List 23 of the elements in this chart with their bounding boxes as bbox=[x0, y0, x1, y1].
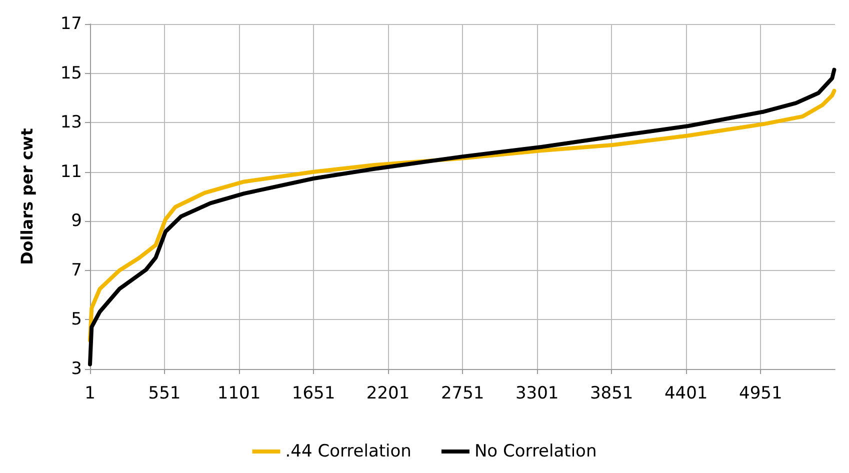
x-tick-label: 1651 bbox=[292, 384, 336, 404]
y-tick-label: 7 bbox=[71, 260, 82, 280]
legend-label: No Correlation bbox=[474, 442, 597, 462]
y-tick-label: 9 bbox=[71, 211, 82, 232]
x-tick-label: 551 bbox=[148, 384, 181, 404]
x-tick-label: 1 bbox=[84, 384, 96, 404]
x-tick-label: 3851 bbox=[590, 384, 634, 404]
x-tick-label: 2201 bbox=[366, 384, 410, 404]
legend-label: .44 Correlation bbox=[285, 442, 412, 462]
y-tick-label: 13 bbox=[60, 112, 82, 133]
y-tick-label: 17 bbox=[60, 14, 82, 34]
y-tick-label: 3 bbox=[71, 359, 82, 379]
y-tick-label: 11 bbox=[60, 162, 82, 182]
x-tick-label: 1101 bbox=[217, 384, 261, 404]
x-tick-label: 4951 bbox=[738, 384, 782, 404]
line-series bbox=[88, 88, 836, 342]
y-tick-label: 5 bbox=[71, 310, 82, 330]
line-series bbox=[88, 68, 836, 366]
y-axis-title: Dollars per cwt bbox=[18, 128, 36, 265]
x-tick-label: 4401 bbox=[664, 384, 708, 404]
x-tick-label: 3301 bbox=[515, 384, 559, 404]
y-tick-label: 15 bbox=[60, 63, 82, 84]
x-tick-label: 2751 bbox=[440, 384, 484, 404]
